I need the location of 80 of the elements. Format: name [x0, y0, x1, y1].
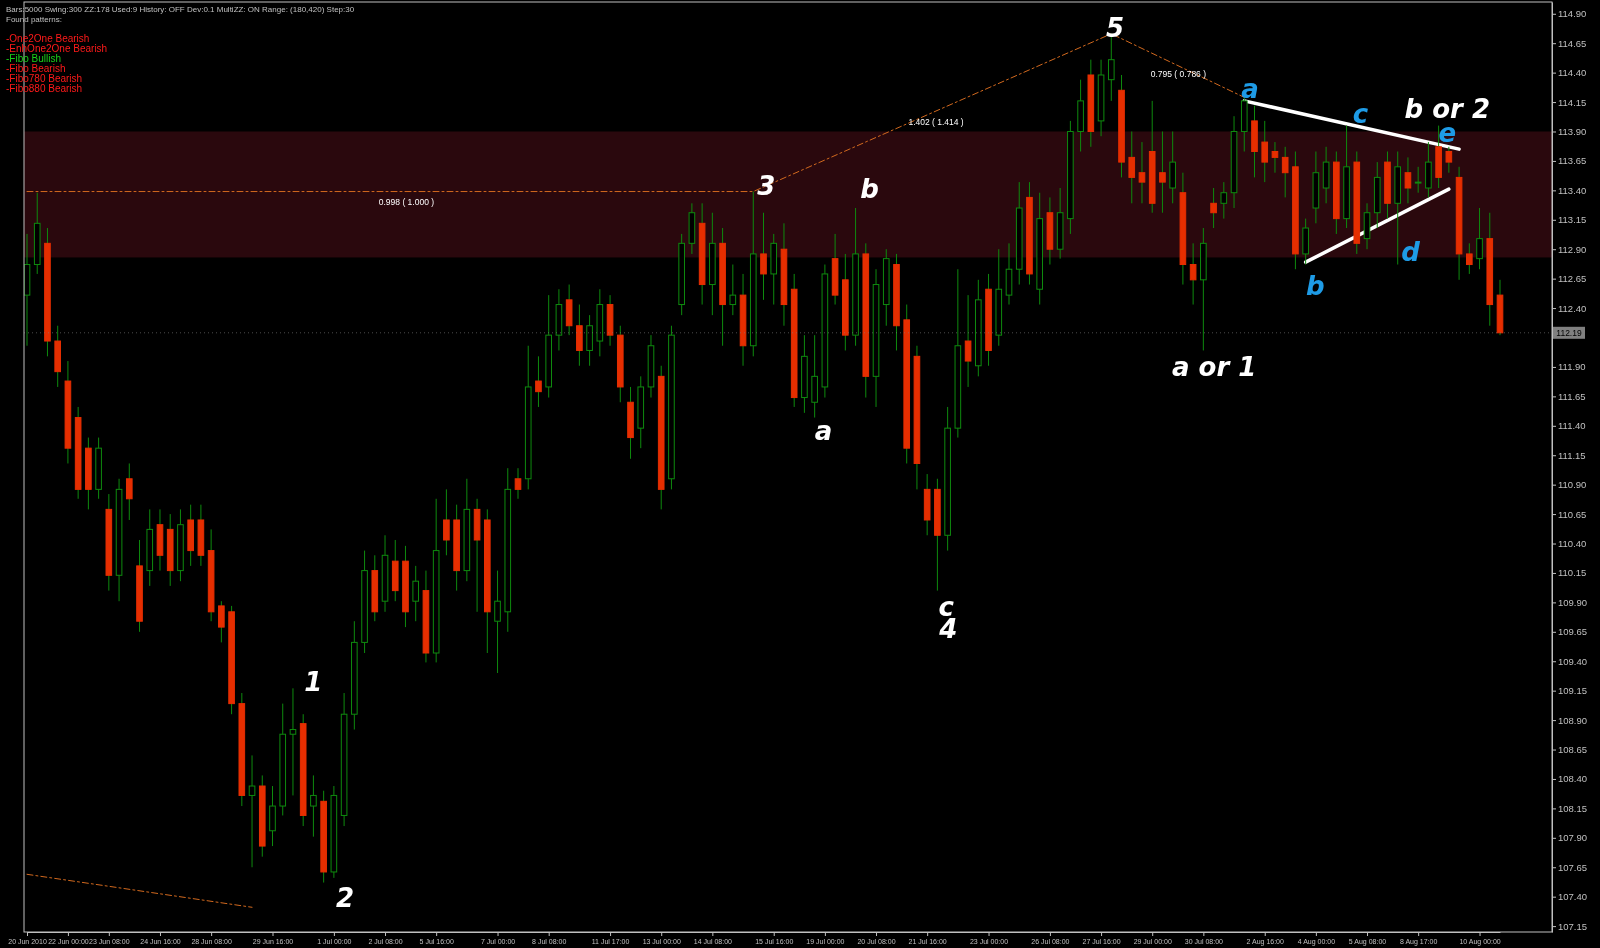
y-tick-label: 113.40 — [1558, 184, 1587, 196]
annotation: -EnhOne2One Bearish — [6, 42, 108, 54]
candlestick — [443, 488, 450, 556]
candlestick — [1466, 242, 1473, 275]
annotation: -Fibo Bullish — [6, 52, 62, 64]
y-tick-label: 112.90 — [1558, 243, 1587, 255]
annotation: -Fibo880 Bearish — [6, 82, 83, 94]
annotation: b — [1306, 270, 1325, 301]
annotation: c — [1352, 99, 1369, 130]
y-tick-label: 108.90 — [1558, 714, 1588, 726]
candlestick — [218, 600, 225, 643]
y-tick-label: 114.15 — [1558, 96, 1587, 108]
annotation: -Fibo Bearish — [6, 62, 66, 74]
y-tick-label: 107.15 — [1558, 920, 1588, 932]
y-tick-label: 112.65 — [1558, 273, 1587, 285]
y-tick-label: 109.65 — [1558, 626, 1588, 638]
annotation: -One2One Bearish — [6, 32, 90, 44]
annotation: 1.402 ( 1.414 ) — [908, 117, 964, 128]
annotation: Bars:5000 Swing:300 ZZ:178 Used:9 History: OFF Dev:0.1 MultiZZ: ON Range: (180,420) Step:30 — [6, 4, 355, 14]
y-tick-label: 109.90 — [1558, 596, 1588, 608]
candlestick — [1404, 156, 1412, 204]
candlestick — [125, 462, 133, 521]
annotation: 2 — [336, 883, 355, 914]
annotation: d — [1401, 237, 1421, 268]
y-tick-label: 111.90 — [1558, 361, 1586, 373]
y-tick-label: 109.40 — [1558, 655, 1588, 667]
y-tick-label: 110.90 — [1558, 479, 1587, 491]
candlestick — [1281, 146, 1289, 198]
y-tick-label: 111.40 — [1558, 420, 1586, 432]
y-tick-label: 108.65 — [1558, 744, 1588, 756]
candlestick — [760, 212, 767, 301]
candlestick — [514, 467, 522, 500]
y-tick-label: 108.15 — [1558, 802, 1588, 814]
candlestick — [535, 355, 542, 408]
candlestick — [310, 774, 317, 838]
annotation: b — [860, 173, 879, 204]
y-tick-label: 114.40 — [1558, 67, 1587, 79]
candlestick — [1271, 141, 1279, 174]
y-tick-label: 111.15 — [1558, 449, 1586, 461]
y-tick-label: 113.15 — [1558, 214, 1587, 226]
candlestick — [964, 294, 972, 388]
candlestick — [1138, 141, 1146, 204]
annotation: -Fibo780 Bearish — [6, 72, 83, 84]
annotation: 5 — [1105, 12, 1125, 43]
candlestick — [289, 687, 297, 796]
candlestick — [729, 264, 737, 316]
y-tick-label: 107.40 — [1558, 891, 1588, 903]
candlestick — [494, 570, 501, 674]
y-tick-label: 113.65 — [1558, 155, 1587, 167]
candlestick — [1210, 187, 1217, 229]
annotation: 1 — [304, 666, 323, 697]
candlestick — [1261, 120, 1269, 183]
annotation: a or 1 — [1171, 352, 1257, 383]
candlestick — [248, 754, 256, 868]
y-tick-label: 110.40 — [1558, 538, 1587, 550]
annotation: 0.795 ( 0.786 ) — [1150, 69, 1207, 80]
candlestick — [412, 565, 420, 622]
y-tick-label: 110.15 — [1558, 567, 1587, 579]
y-tick-label: 112.40 — [1558, 302, 1587, 314]
candlestick — [1128, 130, 1136, 204]
candlestick — [1445, 146, 1453, 174]
y-tick-label: 109.15 — [1558, 685, 1588, 697]
y-tick-label: 111.65 — [1558, 390, 1586, 402]
y-tick-label: 113.90 — [1558, 125, 1587, 137]
y-tick-label: 114.65 — [1558, 37, 1587, 49]
y-tick-label: 107.65 — [1558, 861, 1588, 873]
y-tick-label: 107.90 — [1558, 832, 1588, 844]
candlestick — [1414, 166, 1422, 194]
annotation: 3 — [757, 170, 776, 201]
annotation: a — [1241, 73, 1259, 104]
candlestick — [1220, 181, 1228, 220]
candlestick — [1159, 130, 1166, 214]
candlestick — [1476, 207, 1483, 270]
y-tick-label: 108.40 — [1558, 773, 1588, 785]
annotation: 0.998 ( 1.000 ) — [378, 197, 435, 208]
ref-line-label: 112.19 — [1556, 327, 1582, 338]
y-tick-label: 110.65 — [1558, 508, 1587, 520]
annotation: a — [814, 415, 833, 446]
candlestick — [1189, 242, 1197, 306]
y-tick-label: 114.90 — [1558, 8, 1587, 20]
